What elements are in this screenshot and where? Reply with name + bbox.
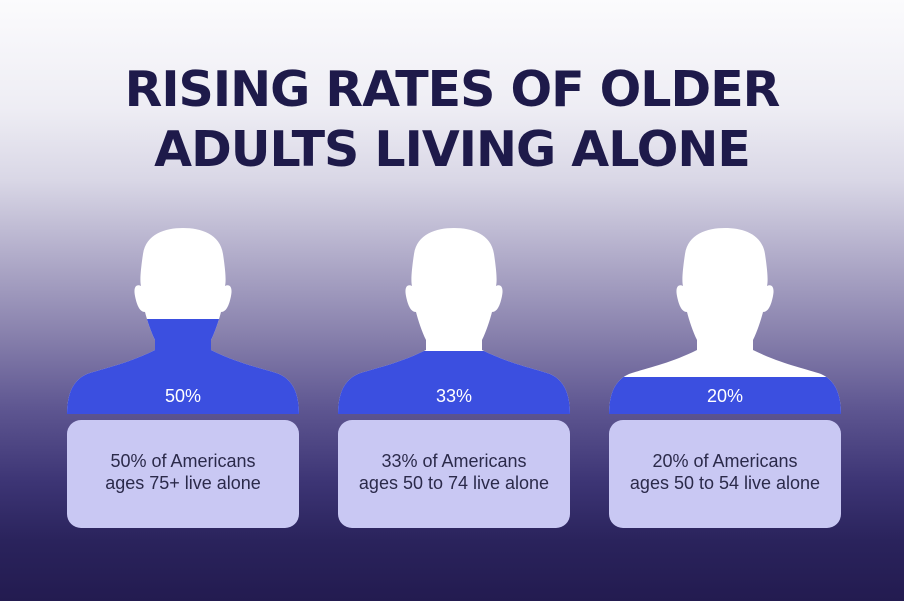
figure-panel-33: 33% 33% of Americans ages 50 to 74 live … <box>338 224 570 528</box>
figure-panel-20: 20% 20% of Americans ages 50 to 54 live … <box>609 224 841 528</box>
percentage-label: 20% <box>706 386 744 406</box>
person-silhouette-icon <box>67 228 299 414</box>
stat-line-1: 50% of Americans <box>110 451 256 471</box>
percentage-label: 50% <box>164 386 202 406</box>
stat-line-1: 33% of Americans <box>381 451 527 471</box>
page-title: RISING RATES OF OLDER ADULTS LIVING ALON… <box>0 60 904 180</box>
person-silhouette-icon <box>338 228 570 414</box>
stat-line-2: ages 50 to 74 live alone <box>358 473 550 493</box>
figure-panel-50: 50% 50% of Americans ages 75+ live alone <box>67 224 299 528</box>
stat-line-2: ages 50 to 54 live alone <box>629 473 821 493</box>
title-line-1: RISING RATES OF OLDER <box>124 61 781 118</box>
stat-card: 20% of Americans ages 50 to 54 live alon… <box>609 420 841 528</box>
percentage-label: 33% <box>435 386 473 406</box>
stat-card: 50% of Americans ages 75+ live alone <box>67 420 299 528</box>
stat-line-2: ages 75+ live alone <box>105 473 261 493</box>
title-line-2: ADULTS LIVING ALONE <box>154 121 751 178</box>
person-silhouette-icon <box>609 228 841 414</box>
stat-line-1: 20% of Americans <box>652 451 798 471</box>
stat-card: 33% of Americans ages 50 to 74 live alon… <box>338 420 570 528</box>
